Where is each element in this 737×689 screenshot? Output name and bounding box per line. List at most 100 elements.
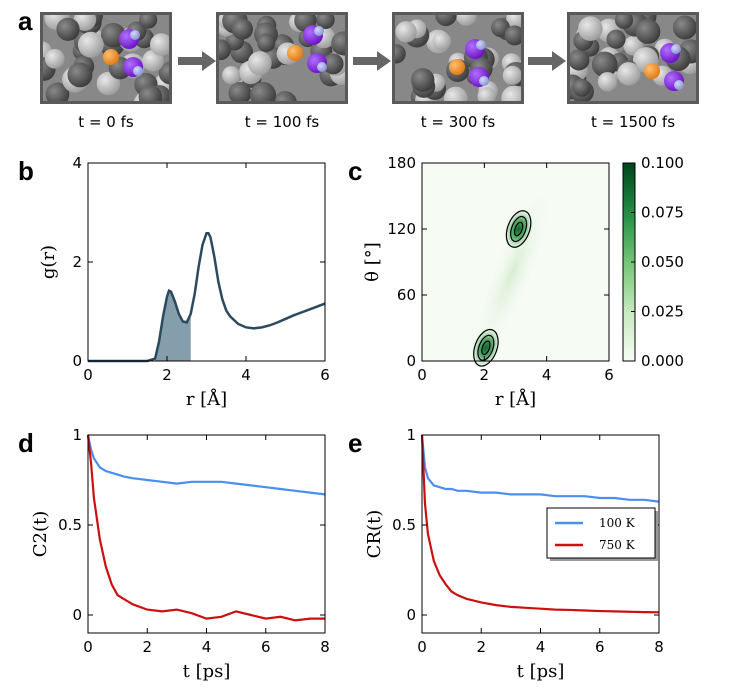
atom: [73, 15, 97, 31]
y-tick-label: 0: [72, 606, 82, 624]
colorbar-tick-label: 0.050: [641, 253, 684, 271]
atom: [138, 85, 163, 101]
contour-line: [510, 215, 528, 243]
atom: [231, 18, 253, 40]
snapshot-0: [40, 12, 172, 104]
panel-letter-b: b: [18, 156, 34, 186]
x-tick-label: 6: [261, 638, 271, 656]
atom: [501, 85, 521, 101]
atom: [56, 17, 80, 41]
x-tick-label: 2: [476, 638, 486, 656]
contour-line: [505, 210, 532, 248]
hydrogen-atom: [314, 26, 324, 36]
snapshot-label: t = 300 fs: [420, 113, 496, 131]
panel-letter-d: d: [18, 428, 34, 458]
legend-label: 750 K: [599, 538, 636, 552]
hydrogen-atom: [674, 80, 684, 90]
atom: [44, 48, 65, 69]
atom: [316, 15, 335, 30]
snapshot-label: t = 100 fs: [244, 113, 320, 131]
molecule-snapshot-image: [219, 15, 345, 101]
arrow-icon: [528, 51, 566, 71]
x-tick-label: 4: [536, 638, 546, 656]
contour-line: [513, 221, 524, 237]
series-line: [420, 434, 660, 614]
contour-line: [473, 328, 499, 367]
atom: [455, 15, 477, 26]
x-tick-label: 0: [417, 638, 427, 656]
series-line: [86, 434, 325, 622]
atom: [432, 31, 451, 51]
x-tick-label: 0: [417, 366, 427, 384]
atom: [635, 19, 661, 44]
hydrogen-atom: [476, 40, 486, 50]
panel-e-cr-chart: 0 2 4 6 8 0 0.5 1 t [ps] CR(t) 100 K 750 K: [364, 426, 664, 682]
y-tick-label: 0: [406, 606, 416, 624]
rdf-line: [88, 232, 326, 363]
y-tick-label: 0: [72, 352, 82, 370]
snapshot-3: [567, 12, 699, 104]
atom: [572, 78, 591, 97]
colorbar-tick-label: 0.075: [641, 204, 684, 222]
atom: [273, 91, 297, 101]
series-line: [86, 434, 326, 496]
x-axis-label: r [Å]: [186, 388, 227, 410]
atom: [591, 51, 618, 78]
x-tick-label: 2: [480, 366, 490, 384]
atom: [435, 15, 457, 27]
y-tick-label: 0: [406, 352, 416, 370]
x-tick-label: 0: [83, 366, 93, 384]
atom: [443, 86, 468, 101]
atom: [322, 53, 344, 75]
x-axis-label: t [ps]: [517, 661, 565, 682]
y-tick-label: 180: [387, 154, 416, 172]
snapshot-2: [392, 12, 524, 104]
hydrogen-atom: [133, 66, 143, 76]
snapshot-label: t = 0 fs: [78, 113, 134, 131]
hydrogen-atom: [317, 62, 327, 72]
atom: [578, 16, 603, 41]
rdf-shaded-area: [155, 290, 191, 361]
orange-atom: [449, 59, 465, 75]
atom: [45, 82, 70, 101]
axes-frame: [421, 162, 610, 362]
x-tick-label: 6: [595, 638, 605, 656]
y-tick-label: 0.5: [58, 516, 82, 534]
axes-frame: [87, 162, 326, 362]
molecule-snapshot-image: [395, 15, 521, 101]
hydrogen-atom: [479, 76, 489, 86]
panel-letter-a: a: [18, 6, 33, 36]
series-line: [420, 434, 660, 503]
atom: [395, 21, 417, 43]
x-tick-label: 6: [320, 366, 330, 384]
atom: [67, 62, 93, 88]
legend-label: 100 K: [599, 516, 636, 530]
atom: [257, 33, 276, 52]
colorbar-tick-label: 0.000: [641, 352, 684, 370]
atom: [222, 66, 241, 85]
atom: [502, 65, 521, 85]
x-tick-label: 0: [83, 638, 93, 656]
y-axis-label: θ [°]: [362, 242, 383, 282]
hydrogen-atom: [671, 44, 681, 54]
snapshot-1: [216, 12, 348, 104]
molecule-snapshot-image: [570, 15, 696, 101]
y-tick-label: 0.5: [392, 516, 416, 534]
x-tick-label: 4: [542, 366, 552, 384]
y-axis-label: C2(t): [30, 511, 51, 558]
orange-atom: [644, 63, 660, 79]
atom: [149, 33, 169, 56]
atom: [606, 29, 626, 49]
atom: [77, 31, 104, 58]
panel-d-c2-chart: 0 2 4 6 8 0 0.5 1 t [ps] C2(t): [30, 426, 330, 682]
x-tick-label: 4: [202, 638, 212, 656]
contour-line: [477, 334, 495, 361]
molecule-snapshot-image: [43, 15, 169, 101]
atom: [477, 87, 496, 101]
arrow-icon: [353, 51, 391, 71]
orange-atom: [103, 49, 119, 65]
x-tick-label: 4: [241, 366, 251, 384]
y-tick-label: 4: [72, 154, 82, 172]
